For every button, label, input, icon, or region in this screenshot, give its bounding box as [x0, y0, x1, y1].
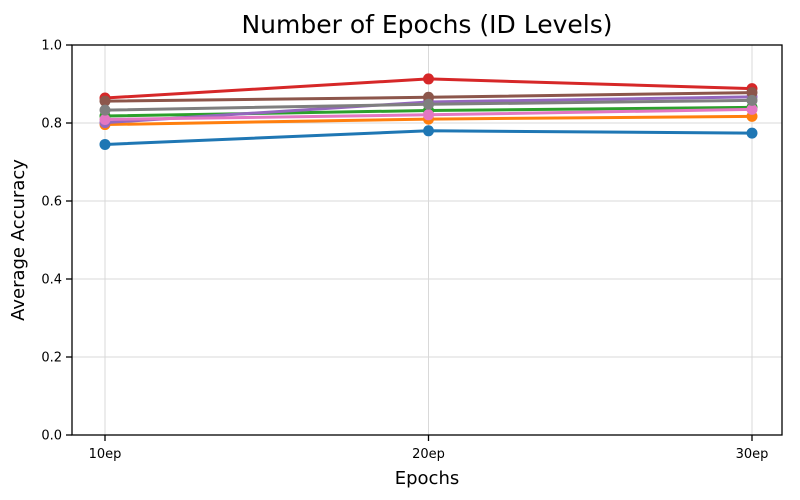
- y-tick-label: 1.0: [41, 39, 62, 54]
- y-tick-label: 0.0: [41, 429, 62, 444]
- y-tick-label: 0.6: [41, 195, 62, 210]
- series-gray-marker: [99, 104, 111, 116]
- series-brown-marker: [746, 87, 758, 99]
- series-pink-marker: [746, 103, 758, 115]
- series-pink-marker: [423, 109, 434, 121]
- y-tick-label: 0.4: [41, 273, 62, 288]
- chart-title: Number of Epochs (ID Levels): [241, 10, 612, 39]
- x-tick-label: 10ep: [89, 447, 122, 462]
- data-series: [99, 73, 758, 150]
- y-tick-label: 0.8: [41, 117, 62, 132]
- series-pink-marker: [99, 113, 111, 125]
- x-tick-label: 30ep: [736, 447, 769, 462]
- x-axis-label: Epochs: [395, 468, 460, 489]
- series-gray-marker: [423, 98, 434, 110]
- series-red-marker: [423, 73, 434, 85]
- x-tick-label: 20ep: [412, 447, 445, 462]
- series-blue-marker: [423, 125, 434, 137]
- series-brown-marker: [99, 95, 111, 107]
- y-tick-label: 0.2: [41, 351, 62, 366]
- series-gray-marker: [746, 94, 758, 106]
- y-axis-label: Average Accuracy: [8, 159, 29, 321]
- series-blue-marker: [746, 127, 758, 139]
- axes-box: [71, 44, 783, 436]
- axis-ticks: 0.0 0.2 0.4 0.6 0.8 1.0 10ep 20ep 30ep: [41, 39, 768, 463]
- series-blue-marker: [99, 138, 111, 150]
